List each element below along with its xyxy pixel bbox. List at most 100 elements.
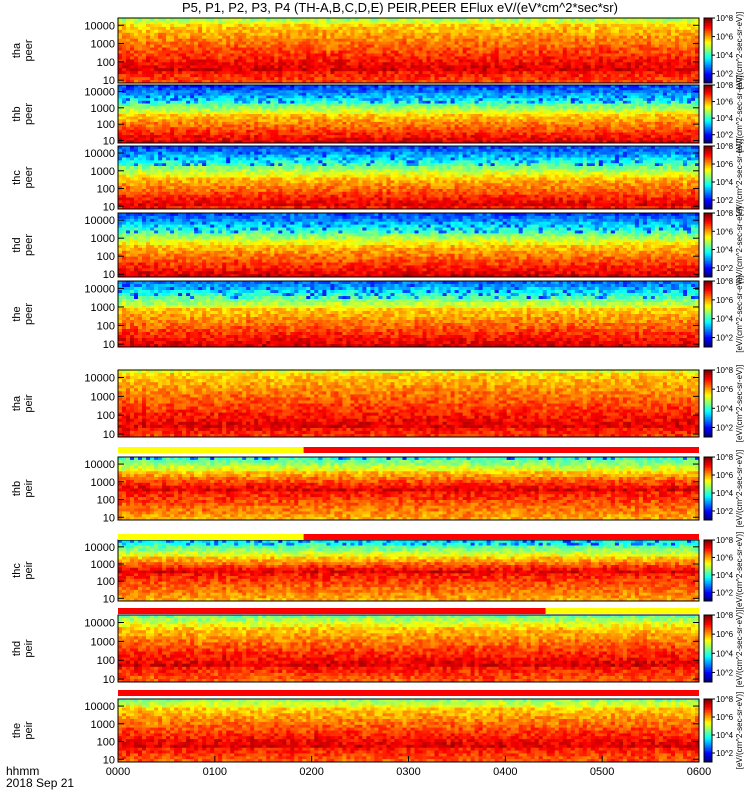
panel-ylabel: thdpeer <box>11 234 35 256</box>
y-tick-label: 10000 <box>84 86 115 98</box>
colorbar-tick-label: 10^8 <box>716 81 734 90</box>
colorbar-tick-label: 10^8 <box>716 366 734 375</box>
panel-6: 10 100 1000 10000 thapeir 10^2 10^4 10^6 10^8 [eV… <box>11 365 744 443</box>
colorbar-tick-label: 10^2 <box>716 131 734 140</box>
panel-frame <box>117 280 700 348</box>
colorbar-label: [eV/(cm^2-sec-sr-eV)] <box>735 450 744 528</box>
spectrogram-image <box>118 213 699 277</box>
y-tick-label: 100 <box>97 57 115 69</box>
y-tick-label: 1000 <box>91 477 115 489</box>
panel-ylabel: thdpeir <box>11 639 35 658</box>
colorbar-tick-label: 10^4 <box>716 246 734 255</box>
colorbar-label: [eV/(cm^2-sec-sr-eV)] <box>735 206 744 284</box>
panel-frame <box>117 456 700 521</box>
colorbar-tick-label: 10^8 <box>716 695 734 704</box>
flag-bar <box>118 608 699 614</box>
y-tick-label: 100 <box>97 321 115 333</box>
panel-ylabel: thbpeir <box>11 479 35 498</box>
colorbar: 10^2 10^4 10^6 10^8 [eV/(cm^2-sec-sr-eV)] <box>703 275 744 353</box>
panel-ylabel: thepeir <box>11 721 35 740</box>
colorbar-tick-label: 10^6 <box>716 296 734 305</box>
spectrogram-image <box>118 85 699 143</box>
colorbar: 10^2 10^4 10^6 10^8 [eV/(cm^2-sec-sr-eV)] <box>703 365 744 443</box>
flag-bar <box>118 690 699 696</box>
panel-ylabel: thapeer <box>11 39 35 61</box>
colorbar-tick-label: 10^2 <box>716 588 734 597</box>
colorbar-label: [eV/(cm^2-sec-sr-eV)] <box>735 75 744 153</box>
x-axis-date-label: 2018 Sep 21 <box>6 776 74 790</box>
y-tick-label: 1000 <box>91 559 115 571</box>
y-tick-label: 10 <box>103 269 115 281</box>
y-tick-label: 10 <box>103 512 115 524</box>
colorbar-tick-label: 10^8 <box>716 277 734 286</box>
panel-2: 10 100 1000 10000 thbpeer 10^2 10^4 10^6 10^8 [eV… <box>11 75 744 153</box>
colorbar-tick-label: 10^6 <box>716 385 734 394</box>
y-tick-label: 100 <box>97 737 115 749</box>
spectrogram-image <box>118 699 699 762</box>
y-tick-label: 10 <box>103 75 115 87</box>
y-tick-label: 10 <box>103 674 115 686</box>
x-tick-label: 0200 <box>299 766 323 778</box>
colorbar-tick-label: 10^8 <box>716 142 734 151</box>
y-tick-label: 1000 <box>91 39 115 51</box>
panel-7: 10 100 1000 10000 thbpeir 10^2 10^4 10^6 10^8 [eV… <box>11 450 744 528</box>
y-tick-label: 100 <box>97 495 115 507</box>
y-tick-label: 10000 <box>84 618 115 630</box>
figure-title: P5, P1, P2, P3, P4 (TH-A,B,C,D,E) PEIR,P… <box>182 0 618 15</box>
colorbar-tick-label: 10^2 <box>716 70 734 79</box>
x-tick-label: 0400 <box>493 766 517 778</box>
y-tick-label: 10000 <box>84 373 115 385</box>
panel-10: 10 100 1000 10000 thepeir 10^2 10^4 10^6 10^8 [eV… <box>11 692 744 770</box>
y-tick-label: 1000 <box>91 103 115 115</box>
panel-frame <box>117 17 700 84</box>
colorbar-label: [eV/(cm^2-sec-sr-eV)] <box>735 139 744 217</box>
colorbar-tick-label: 10^4 <box>716 571 734 580</box>
x-tick-label: 0100 <box>203 766 227 778</box>
colorbar-tick-label: 10^8 <box>716 209 734 218</box>
colorbar-tick-label: 10^2 <box>716 196 734 205</box>
colorbar-tick-label: 10^6 <box>716 98 734 107</box>
y-tick-label: 1000 <box>91 233 115 245</box>
colorbar: 10^2 10^4 10^6 10^8 [eV/(cm^2-sec-sr-eV)] <box>703 692 744 770</box>
colorbar: 10^2 10^4 10^6 10^8 [eV/(cm^2-sec-sr-eV)] <box>703 75 744 153</box>
x-tick-label: 0300 <box>396 766 420 778</box>
colorbar-tick-label: 10^6 <box>716 160 734 169</box>
y-tick-label: 1000 <box>91 302 115 314</box>
colorbar-label: [eV/(cm^2-sec-sr-eV)] <box>735 275 744 353</box>
x-tick-label: 0600 <box>687 766 711 778</box>
spectrogram-image <box>118 370 699 437</box>
y-tick-label: 100 <box>97 410 115 422</box>
colorbar-label: [eV/(cm^2-sec-sr-eV)] <box>735 365 744 443</box>
colorbar-tick-label: 10^2 <box>716 749 734 758</box>
panel-3: 10 100 1000 10000 thcpeer 10^2 10^4 10^6 10^8 [eV… <box>11 139 744 217</box>
colorbar: 10^2 10^4 10^6 10^8 [eV/(cm^2-sec-sr-eV)] <box>703 610 744 687</box>
y-tick-label: 100 <box>97 655 115 667</box>
colorbar-tick-label: 10^4 <box>716 178 734 187</box>
y-tick-label: 10 <box>103 201 115 213</box>
colorbar-tick-label: 10^4 <box>716 731 734 740</box>
colorbar-tick-label: 10^6 <box>716 33 734 42</box>
y-tick-label: 1000 <box>91 391 115 403</box>
colorbar-tick-label: 10^4 <box>716 404 734 413</box>
colorbar-tick-label: 10^2 <box>716 334 734 343</box>
y-tick-label: 100 <box>97 576 115 588</box>
panel-frame <box>117 614 700 683</box>
panel-5: 10 100 1000 10000 thepeer 10^2 10^4 10^6 10^8 [eV… <box>11 275 744 353</box>
colorbar-tick-label: 10^4 <box>716 315 734 324</box>
spectrogram-image <box>118 146 699 209</box>
flag-bar <box>118 534 699 540</box>
panel-4: 10 100 1000 10000 thdpeer 10^2 10^4 10^6 10^8 [eV… <box>11 206 744 284</box>
y-tick-label: 10000 <box>84 459 115 471</box>
panel-1: 10 100 1000 10000 thapeer 10^2 10^4 10^6 10^8 [eV… <box>11 12 744 90</box>
y-tick-label: 10000 <box>84 542 115 554</box>
colorbar-tick-label: 10^2 <box>716 264 734 273</box>
x-tick-label: 0500 <box>590 766 614 778</box>
colorbar-tick-label: 10^4 <box>716 649 734 658</box>
spectrogram-image <box>118 615 699 682</box>
colorbar-tick-label: 10^8 <box>716 611 734 620</box>
colorbar-tick-label: 10^2 <box>716 507 734 516</box>
colorbar-label: [eV/(cm^2-sec-sr-eV)] <box>735 692 744 770</box>
y-tick-label: 1000 <box>91 636 115 648</box>
colorbar: 10^2 10^4 10^6 10^8 [eV/(cm^2-sec-sr-eV)] <box>703 450 744 528</box>
